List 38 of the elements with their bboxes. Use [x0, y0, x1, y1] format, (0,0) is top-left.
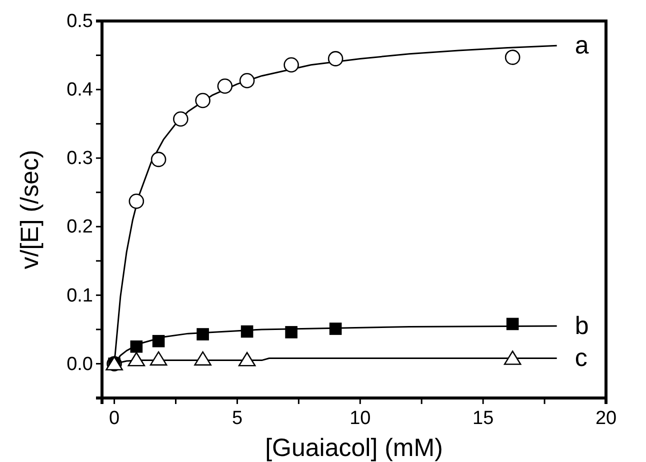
point [506, 318, 519, 330]
series-label: c [574, 344, 588, 372]
point [238, 352, 256, 366]
y-tick-label: 0.2 [66, 216, 93, 238]
point [196, 328, 209, 340]
y-tick-label: 0.5 [66, 11, 93, 32]
point [504, 50, 520, 65]
point [240, 325, 254, 338]
point [152, 334, 165, 348]
point [328, 51, 344, 66]
y-tick-label: 0.4 [66, 80, 94, 101]
x-tick-label: 5 [232, 408, 243, 430]
series-label: b [574, 312, 589, 340]
point [329, 322, 342, 335]
y-axis-title: v/[E] (/sec) [16, 150, 44, 270]
x-axis-title: [Guaiacol] (mM) [265, 434, 443, 462]
x-tick-label: 0 [109, 408, 120, 430]
point [504, 350, 522, 365]
point [128, 194, 144, 209]
point [150, 152, 166, 168]
point [239, 72, 255, 88]
point [217, 78, 233, 94]
point [128, 352, 146, 366]
y-tick-label: 0.1 [66, 285, 93, 306]
x-tick-label: 20 [595, 408, 617, 430]
point [173, 111, 188, 127]
point [130, 340, 143, 353]
x-tick-label: 10 [350, 408, 371, 430]
point [195, 92, 210, 108]
x-tick-label: 15 [472, 408, 494, 430]
series-label: a [574, 32, 589, 60]
point [194, 351, 212, 366]
point [150, 351, 168, 366]
y-tick-label: 0.0 [66, 354, 93, 375]
point [284, 57, 299, 73]
point [285, 326, 298, 338]
point [106, 356, 123, 370]
y-tick-label: 0.3 [66, 148, 93, 170]
